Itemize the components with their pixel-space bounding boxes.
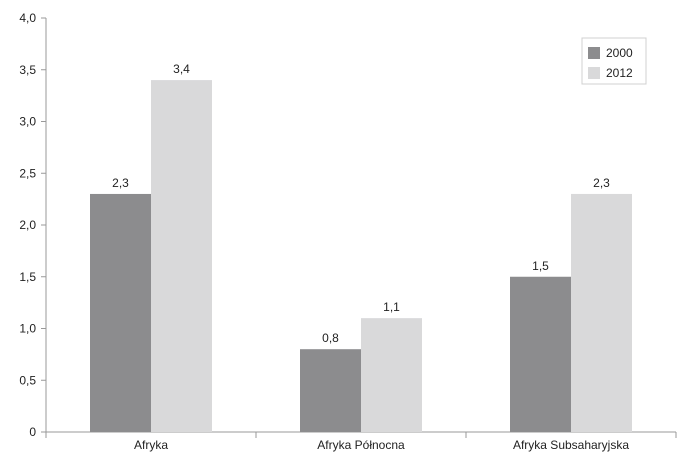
data-label: 1,1 (383, 300, 400, 314)
y-tick-label: 1,5 (19, 270, 36, 284)
bar-2012-1 (361, 318, 422, 432)
data-label: 0,8 (322, 331, 339, 345)
y-tick-label: 1,0 (19, 322, 36, 336)
bar-2012-2 (571, 193, 632, 432)
legend-label: 2012 (606, 66, 633, 80)
data-label: 2,3 (112, 176, 129, 190)
y-tick-label: 0 (29, 425, 36, 439)
y-tick-label: 3,0 (19, 115, 36, 129)
x-category-label: Afryka Północna (317, 438, 405, 452)
legend-label: 2000 (606, 46, 633, 60)
y-axis: 0 0,5 1,0 1,5 2,0 2,5 3,0 3,5 4,0 (19, 11, 47, 439)
legend-swatch-2000 (588, 47, 600, 59)
bars (90, 80, 632, 432)
bar-2000-2 (510, 276, 571, 432)
data-label: 2,3 (593, 176, 610, 190)
y-tick-label: 0,5 (19, 373, 36, 387)
data-label: 1,5 (532, 259, 549, 273)
bar-2012-0 (151, 80, 212, 432)
x-axis: Afryka Afryka Północna Afryka Subsaharyjsk… (45, 431, 677, 452)
data-label: 3,4 (173, 62, 190, 76)
bar-2000-1 (300, 349, 361, 432)
x-category-label: Afryka (134, 438, 168, 452)
y-tick-label: 3,5 (19, 63, 36, 77)
legend: 2000 2012 (581, 37, 647, 85)
data-labels: 2,3 3,4 0,8 1,1 1,5 2,3 (112, 62, 610, 345)
legend-swatch-2012 (588, 67, 600, 79)
y-tick-label: 4,0 (19, 11, 36, 25)
bar-2000-0 (90, 193, 151, 432)
y-tick-label: 2,0 (19, 218, 36, 232)
y-tick-label: 2,5 (19, 166, 36, 180)
x-category-label: Afryka Subsaharyjska (513, 438, 629, 452)
